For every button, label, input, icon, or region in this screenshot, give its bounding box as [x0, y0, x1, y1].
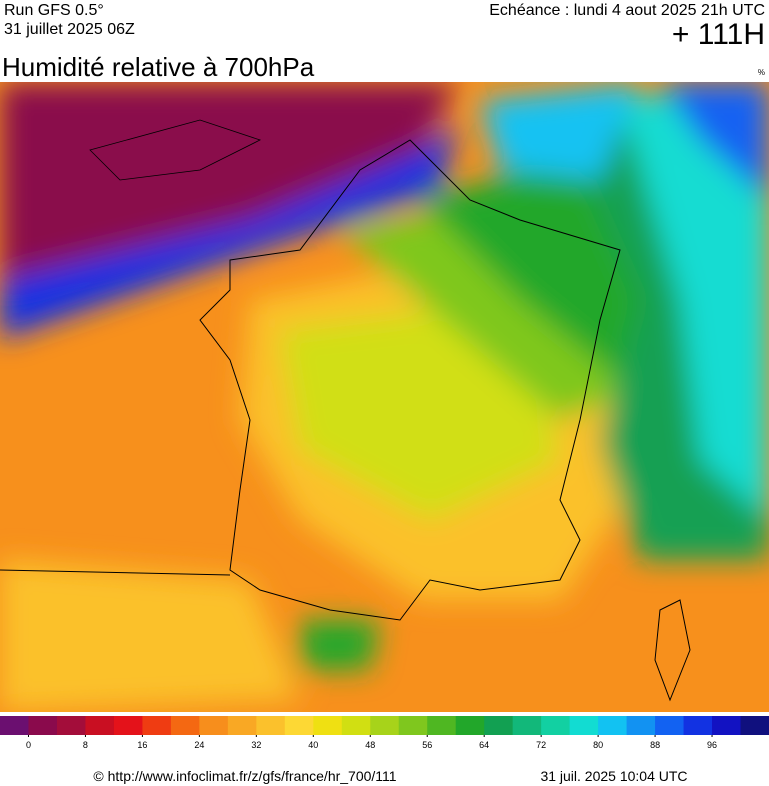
- colorbar-swatch: [170, 716, 200, 735]
- colorbar-swatch: [626, 716, 656, 735]
- map-title: Humidité relative à 700hPa: [2, 52, 315, 82]
- colorbar-swatch: [541, 716, 571, 735]
- unit-label: %: [758, 68, 765, 77]
- colorbar-swatch: [484, 716, 514, 735]
- colorbar-swatch: [655, 716, 685, 735]
- colorbar-swatch: [341, 716, 371, 735]
- colorbar-swatch: [370, 716, 400, 735]
- colorbar-swatch: [427, 716, 457, 735]
- colorbar-swatch: [455, 716, 485, 735]
- colorbar-tick-label: 56: [422, 740, 432, 750]
- run-label: Run GFS 0.5°: [4, 2, 104, 19]
- colorbar-swatch: [0, 716, 29, 735]
- colorbar-swatch: [227, 716, 257, 735]
- colorbar-tick-label: 80: [593, 740, 603, 750]
- colorbar-tick-label: 32: [251, 740, 261, 750]
- colorbar-swatch: [712, 716, 742, 735]
- forecast-time: Echéance : lundi 4 aout 2025 21h UTC: [489, 2, 765, 19]
- colorbar-swatch: [512, 716, 542, 735]
- source-url: © http://www.infoclimat.fr/z/gfs/france/…: [93, 768, 396, 784]
- colorbar-swatch: [28, 716, 58, 735]
- colorbar-tick-label: 8: [83, 740, 88, 750]
- colorbar-swatch: [56, 716, 86, 735]
- colorbar-swatch: [284, 716, 314, 735]
- colorbar-tick-label: 24: [194, 740, 204, 750]
- run-date: 31 juillet 2025 06Z: [4, 21, 135, 38]
- colorbar-tick-label: 0: [26, 740, 31, 750]
- colorbar-tick-label: 72: [536, 740, 546, 750]
- colorbar-swatch: [683, 716, 713, 735]
- colorbar-swatch: [85, 716, 115, 735]
- lead-time: + 111H: [672, 18, 765, 51]
- colorbar-swatch: [740, 716, 769, 735]
- colorbar-swatch: [113, 716, 143, 735]
- colorbar-tick-label: 64: [479, 740, 489, 750]
- colorbar-tick-label: 40: [308, 740, 318, 750]
- humidity-field: [0, 82, 769, 712]
- colorbar-tick-label: 48: [365, 740, 375, 750]
- colorbar-swatch: [398, 716, 428, 735]
- colorbar-swatch: [598, 716, 628, 735]
- generated-time: 31 juil. 2025 10:04 UTC: [540, 768, 687, 784]
- colorbar-tick-label: 16: [137, 740, 147, 750]
- colorbar: 0 8 16 24 32 40 48 56 64 72 80 88 96: [0, 716, 769, 750]
- colorbar-swatch: [199, 716, 229, 735]
- colorbar-tick-label: 96: [707, 740, 717, 750]
- colorbar-swatch: [256, 716, 286, 735]
- colorbar-tick-label: 88: [650, 740, 660, 750]
- colorbar-swatch: [569, 716, 599, 735]
- colorbar-swatch: [313, 716, 343, 735]
- colorbar-swatch: [142, 716, 172, 735]
